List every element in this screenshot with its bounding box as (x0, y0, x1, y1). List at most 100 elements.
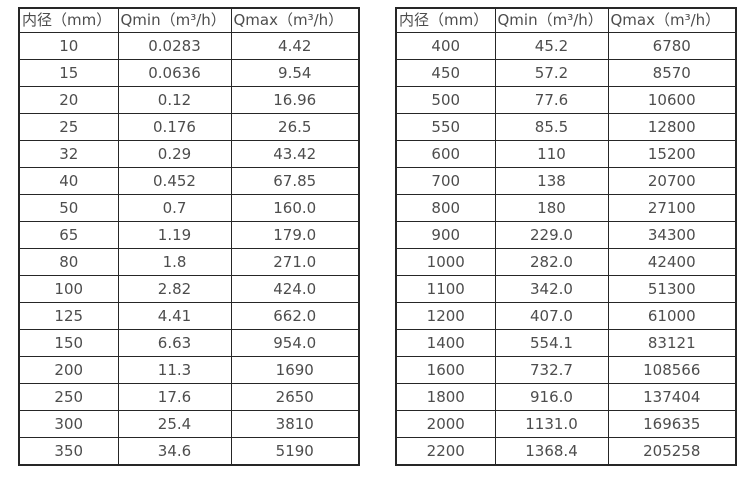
table-cell: 5190 (230, 437, 360, 466)
table-cell: 1600 (395, 356, 496, 384)
table-row: 1100 342.0 51300 (395, 275, 737, 303)
table-cell: 450 (395, 59, 496, 87)
table-row: 32 0.29 43.42 (18, 140, 360, 168)
table-cell: 179.0 (230, 221, 360, 249)
table-row: 350 34.6 5190 (18, 437, 360, 466)
col-header-diameter: 内径（mm） (18, 7, 119, 33)
table-cell: 424.0 (230, 275, 360, 303)
table-cell: 12800 (607, 113, 737, 141)
table-cell: 2000 (395, 410, 496, 438)
table-cell: 45.2 (494, 32, 609, 60)
table-cell: 40 (18, 167, 119, 195)
table-cell: 32 (18, 140, 119, 168)
table-cell: 229.0 (494, 221, 609, 249)
table-cell: 350 (18, 437, 119, 466)
table-cell: 100 (18, 275, 119, 303)
table-row: 1000 282.0 42400 (395, 248, 737, 276)
table-cell: 137404 (607, 383, 737, 411)
table-cell: 1100 (395, 275, 496, 303)
table-cell: 15 (18, 59, 119, 87)
table-cell: 83121 (607, 329, 737, 357)
table-row: 500 77.6 10600 (395, 86, 737, 114)
table-cell: 2200 (395, 437, 496, 466)
table-row: 2200 1368.4 205258 (395, 437, 737, 466)
table-row: 900 229.0 34300 (395, 221, 737, 249)
table-cell: 108566 (607, 356, 737, 384)
table-cell: 1131.0 (494, 410, 609, 438)
table-cell: 550 (395, 113, 496, 141)
table-row: 450 57.2 8570 (395, 59, 737, 87)
table-cell: 42400 (607, 248, 737, 276)
table-cell: 6.63 (117, 329, 232, 357)
table-cell: 1200 (395, 302, 496, 330)
table-cell: 732.7 (494, 356, 609, 384)
table-cell: 17.6 (117, 383, 232, 411)
table-cell: 2650 (230, 383, 360, 411)
table-cell: 150 (18, 329, 119, 357)
table-row: 50 0.7 160.0 (18, 194, 360, 222)
table-row: 300 25.4 3810 (18, 410, 360, 438)
table-cell: 407.0 (494, 302, 609, 330)
table-cell: 300 (18, 410, 119, 438)
col-header-qmin: Qmin（m³/h） (117, 7, 232, 33)
table-cell: 900 (395, 221, 496, 249)
table-row: 1800 916.0 137404 (395, 383, 737, 411)
table-cell: 50 (18, 194, 119, 222)
table-cell: 1000 (395, 248, 496, 276)
flow-table-large-diameters: 内径（mm） Qmin（m³/h） Qmax（m³/h） 400 45.2 6780… (395, 7, 737, 466)
table-cell: 20700 (607, 167, 737, 195)
col-header-diameter: 内径（mm） (395, 7, 496, 33)
table-cell: 51300 (607, 275, 737, 303)
table-cell: 61000 (607, 302, 737, 330)
table-cell: 1.8 (117, 248, 232, 276)
table-cell: 16.96 (230, 86, 360, 114)
table-row: 1600 732.7 108566 (395, 356, 737, 384)
table-cell: 138 (494, 167, 609, 195)
table-body: 400 45.2 6780 450 57.2 8570 500 77.6 10600 550 85.… (395, 32, 737, 466)
header-row: 内径（mm） Qmin（m³/h） Qmax（m³/h） (18, 7, 360, 33)
table-cell: 800 (395, 194, 496, 222)
table-cell: 400 (395, 32, 496, 60)
table-cell: 25.4 (117, 410, 232, 438)
table-row: 15 0.0636 9.54 (18, 59, 360, 87)
table-cell: 1690 (230, 356, 360, 384)
table-cell: 0.452 (117, 167, 232, 195)
table-cell: 4.42 (230, 32, 360, 60)
table-cell: 0.7 (117, 194, 232, 222)
table-cell: 57.2 (494, 59, 609, 87)
table-cell: 169635 (607, 410, 737, 438)
table-cell: 205258 (607, 437, 737, 466)
table-cell: 916.0 (494, 383, 609, 411)
table-row: 1200 407.0 61000 (395, 302, 737, 330)
table-row: 150 6.63 954.0 (18, 329, 360, 357)
table-row: 400 45.2 6780 (395, 32, 737, 60)
table-row: 600 110 15200 (395, 140, 737, 168)
table-cell: 0.12 (117, 86, 232, 114)
table-row: 1400 554.1 83121 (395, 329, 737, 357)
table-row: 250 17.6 2650 (18, 383, 360, 411)
table-cell: 342.0 (494, 275, 609, 303)
table-row: 125 4.41 662.0 (18, 302, 360, 330)
table-cell: 271.0 (230, 248, 360, 276)
table-cell: 26.5 (230, 113, 360, 141)
table-row: 200 11.3 1690 (18, 356, 360, 384)
table-cell: 80 (18, 248, 119, 276)
table-body: 10 0.0283 4.42 15 0.0636 9.54 20 0.12 16.96 25 0.1… (18, 32, 360, 466)
table-cell: 0.29 (117, 140, 232, 168)
table-cell: 1.19 (117, 221, 232, 249)
header-row: 内径（mm） Qmin（m³/h） Qmax（m³/h） (395, 7, 737, 33)
table-row: 20 0.12 16.96 (18, 86, 360, 114)
table-row: 10 0.0283 4.42 (18, 32, 360, 60)
table-cell: 20 (18, 86, 119, 114)
table-cell: 500 (395, 86, 496, 114)
col-header-qmax: Qmax（m³/h） (607, 7, 737, 33)
table-cell: 0.176 (117, 113, 232, 141)
table-cell: 67.85 (230, 167, 360, 195)
table-row: 40 0.452 67.85 (18, 167, 360, 195)
table-cell: 65 (18, 221, 119, 249)
col-header-qmax: Qmax（m³/h） (230, 7, 360, 33)
table-cell: 600 (395, 140, 496, 168)
flow-table-small-diameters: 内径（mm） Qmin（m³/h） Qmax（m³/h） 10 0.0283 4.4… (18, 7, 360, 466)
table-cell: 1800 (395, 383, 496, 411)
table-row: 700 138 20700 (395, 167, 737, 195)
